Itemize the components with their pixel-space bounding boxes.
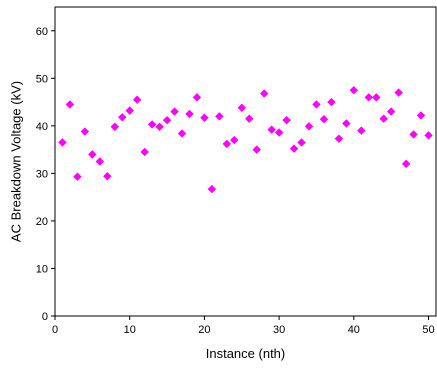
data-point — [342, 119, 351, 128]
data-point — [73, 172, 82, 181]
data-point — [118, 113, 127, 122]
x-tick-label: 40 — [348, 324, 360, 336]
data-point — [110, 122, 119, 131]
data-point — [88, 150, 97, 159]
data-point — [304, 122, 314, 131]
data-points — [58, 85, 433, 194]
y-tick-label: 20 — [36, 216, 48, 228]
data-point — [65, 100, 75, 109]
data-point — [312, 100, 321, 109]
data-point — [155, 122, 164, 131]
data-point — [200, 113, 209, 122]
data-point — [162, 115, 172, 125]
y-tick-label: 40 — [36, 121, 48, 133]
data-point — [289, 144, 299, 153]
data-point — [379, 114, 388, 123]
data-point — [424, 131, 433, 140]
x-axis-label: Instance (nth) — [206, 346, 286, 361]
x-tick-label: 20 — [198, 324, 210, 336]
y-tick-label: 30 — [36, 168, 48, 180]
data-point — [327, 97, 336, 107]
y-tick-label: 50 — [36, 73, 48, 85]
data-point — [58, 138, 67, 147]
data-point — [274, 128, 284, 137]
x-axis: 0 10 20 30 40 50 — [52, 316, 435, 336]
data-point — [132, 95, 142, 104]
data-point — [245, 114, 254, 123]
data-point — [177, 129, 187, 138]
data-point — [401, 159, 411, 169]
y-axis: 0 10 20 30 40 50 60 — [36, 26, 55, 323]
data-point — [394, 88, 403, 97]
x-tick-label: 50 — [422, 324, 434, 336]
data-point — [259, 89, 269, 98]
data-point — [192, 93, 202, 102]
y-tick-label: 0 — [42, 311, 48, 323]
data-point — [364, 93, 373, 102]
x-tick-label: 30 — [273, 324, 285, 336]
data-point — [125, 106, 134, 115]
data-point — [267, 125, 276, 134]
data-point — [95, 157, 105, 166]
data-point — [297, 138, 306, 147]
y-tick-label: 10 — [36, 263, 48, 275]
data-point — [230, 135, 239, 145]
x-tick-label: 10 — [124, 324, 136, 336]
data-point — [357, 126, 366, 135]
data-point — [416, 111, 426, 120]
y-axis-label: AC Breakdown Voltage (kV) — [9, 81, 24, 242]
data-point — [185, 109, 194, 119]
data-point — [386, 107, 396, 116]
data-point — [80, 127, 90, 136]
data-point — [319, 114, 329, 124]
data-point — [147, 120, 157, 129]
x-tick-label: 0 — [52, 324, 58, 336]
data-point — [252, 145, 261, 154]
data-point — [140, 147, 149, 157]
data-point — [215, 112, 224, 121]
data-point — [170, 107, 179, 116]
data-point — [334, 134, 344, 143]
data-point — [349, 85, 359, 95]
data-point — [207, 184, 217, 194]
data-point — [409, 130, 418, 139]
data-point — [282, 115, 291, 125]
data-point — [237, 103, 246, 112]
data-point — [103, 172, 112, 181]
data-point — [372, 93, 381, 102]
plot-frame — [54, 6, 437, 317]
data-point — [222, 139, 232, 149]
y-tick-label: 60 — [36, 26, 48, 38]
